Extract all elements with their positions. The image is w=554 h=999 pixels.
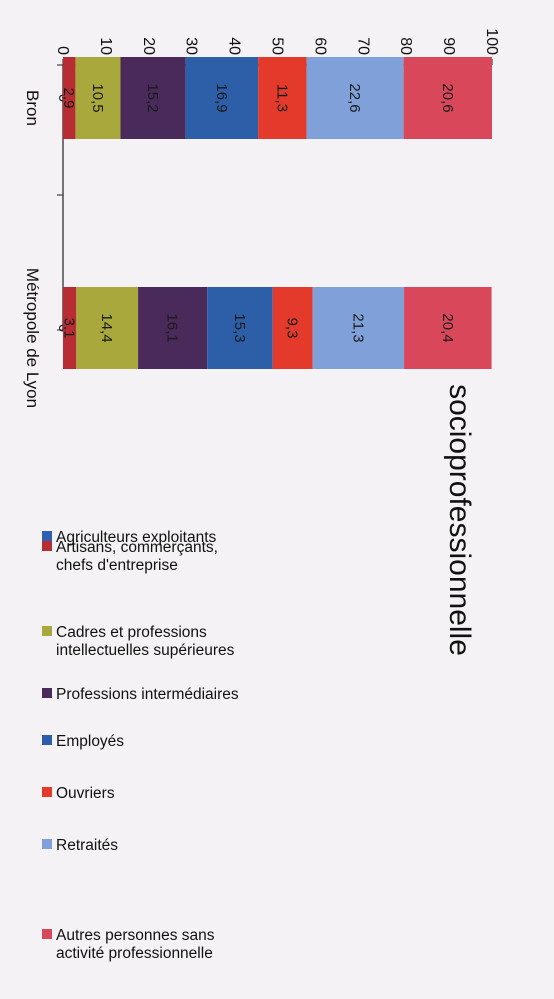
legend-entry: Professions intermédiaires — [42, 686, 239, 703]
legend-entry: Agriculteurs exploitants — [42, 529, 216, 546]
legend-swatch — [42, 839, 52, 849]
legend-entry: Ouvriers — [42, 785, 115, 802]
legend-swatch — [42, 531, 52, 541]
bar-segment — [76, 287, 139, 369]
legend-swatch — [42, 688, 52, 698]
legend-label: Cadres et professions — [56, 624, 207, 641]
bar-segment — [403, 57, 492, 139]
y-tick-label: 60 — [311, 37, 328, 55]
legend-entry: Artisans, commerçants,chefs d'entreprise — [42, 539, 218, 574]
legend-swatch — [42, 929, 52, 939]
legend-label: Ouvriers — [56, 785, 115, 802]
data-label: 22,6 — [346, 83, 363, 112]
bar-segment — [138, 287, 208, 369]
y-tick-label: 100 — [483, 28, 500, 55]
legend-swatch — [42, 626, 52, 636]
y-tick-label: 40 — [226, 37, 243, 55]
bar-segment — [63, 287, 77, 369]
legend-label: Retraités — [56, 837, 118, 854]
y-tick-label: 70 — [354, 37, 371, 55]
data-label: 3,1 — [61, 318, 78, 339]
category-label: Bron — [23, 90, 42, 126]
data-label: 11,3 — [273, 84, 290, 112]
legend-label: Autres personnes sans — [56, 927, 215, 944]
data-label: 20,6 — [439, 83, 456, 112]
legend-entry: Retraités — [42, 837, 118, 854]
bar-segment — [258, 57, 307, 139]
plot-area: 010203040506070809010002,910,515,216,911… — [23, 28, 500, 408]
legend-entry: Employés — [42, 733, 124, 750]
legend-label: activité professionnelle — [56, 945, 213, 962]
legend-swatch — [42, 735, 52, 745]
data-label: 16,9 — [213, 83, 230, 112]
bar-stack-1: 03,114,416,115,39,321,320,4 — [55, 287, 492, 369]
y-tick-label: 80 — [397, 37, 414, 55]
legend-label: Employés — [56, 733, 124, 750]
bar-segment — [75, 57, 121, 139]
data-label: 16,1 — [164, 313, 181, 342]
y-tick-label: 20 — [140, 37, 157, 55]
bar-segment — [120, 57, 186, 139]
chart-title: socioprofessionnelle — [443, 384, 476, 656]
category-label: Métropole de Lyon — [23, 268, 42, 408]
bar-segment — [306, 57, 404, 139]
legend-swatch — [42, 541, 52, 551]
y-tick-label: 10 — [97, 37, 114, 55]
legend-label: Artisans, commerçants, — [56, 539, 218, 556]
y-tick-label: 30 — [183, 37, 200, 55]
bar-segment — [312, 287, 405, 369]
legend-label: Agriculteurs exploitants — [56, 529, 216, 546]
bar-segment — [272, 287, 313, 369]
data-label: 15,3 — [231, 313, 248, 342]
bar-segment — [63, 57, 76, 139]
data-label: 21,3 — [349, 313, 366, 342]
data-label: 14,4 — [98, 313, 115, 342]
legend-label: intellectuelles supérieures — [56, 642, 235, 659]
data-label: 15,2 — [144, 83, 161, 112]
y-tick-label: 50 — [269, 37, 286, 55]
legend-label: chefs d'entreprise — [56, 557, 178, 574]
legend-label: Professions intermédiaires — [56, 686, 239, 703]
y-tick-label: 0 — [54, 46, 71, 55]
data-label: 9,3 — [284, 318, 301, 339]
data-label: 10,5 — [89, 83, 106, 112]
data-label: 20,4 — [439, 313, 456, 342]
bar-segment — [404, 287, 492, 369]
legend-swatch — [42, 787, 52, 797]
data-label: 2,9 — [60, 88, 77, 109]
y-tick-label: 90 — [440, 37, 457, 55]
bar-segment — [185, 57, 259, 139]
bar-stack-0: 02,910,515,216,911,322,620,6 — [55, 57, 492, 139]
bar-segment — [207, 287, 273, 369]
